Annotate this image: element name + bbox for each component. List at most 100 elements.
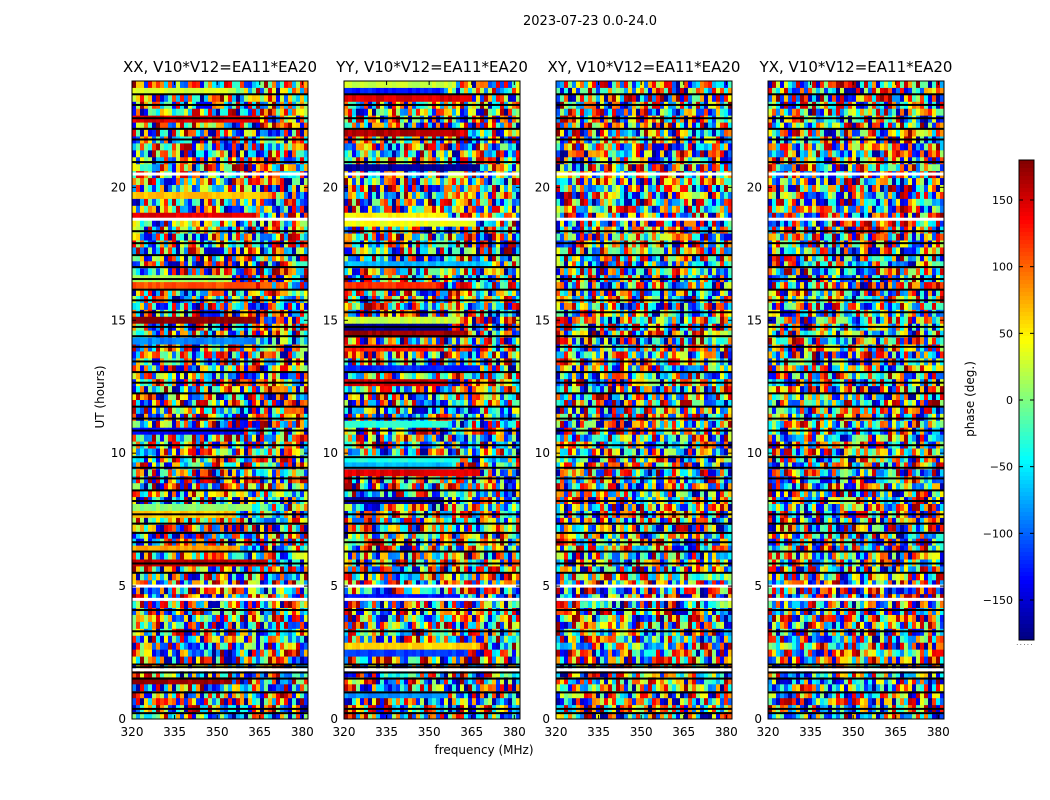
panel-title-xy: XY, V10*V12=EA11*EA20 <box>547 58 741 76</box>
colorbar-segment <box>1019 548 1034 553</box>
colorbar-segment <box>1019 316 1034 321</box>
colorbar-segment <box>1019 300 1034 305</box>
colorbar-segment <box>1019 420 1034 425</box>
panels-group: 320 335 350 365 380 0 5 10 15 20 320 335 350 365 380 0 5… <box>111 80 950 739</box>
panel-title-xx: XX, V10*V12=EA11*EA20 <box>122 58 317 76</box>
colorbar-segment <box>1019 428 1034 433</box>
colorbar-segment <box>1019 400 1034 405</box>
y-tick-label: 5 <box>118 579 126 593</box>
colorbar-segment <box>1019 328 1034 333</box>
colorbar-segment <box>1019 216 1034 221</box>
colorbar-segment <box>1019 444 1034 449</box>
colorbar-tick-label: 150 <box>992 194 1013 207</box>
panel-title-yx: YX, V10*V12=EA11*EA20 <box>759 58 953 76</box>
y-tick-label: 20 <box>323 180 338 194</box>
colorbar-segment <box>1019 332 1034 337</box>
colorbar-segment <box>1019 392 1034 397</box>
colorbar-segment <box>1019 416 1034 421</box>
colorbar-segment <box>1019 240 1034 245</box>
colorbar-segment <box>1019 324 1034 329</box>
panel-title-yy: YY, V10*V12=EA11*EA20 <box>336 58 528 76</box>
colorbar-segment <box>1019 508 1034 513</box>
y-tick-label: 15 <box>111 313 126 327</box>
y-tick-label: 10 <box>323 446 338 460</box>
colorbar-segment <box>1019 560 1034 565</box>
y-axis-label: UT (hours) <box>93 365 107 429</box>
colorbar-segment <box>1019 512 1034 517</box>
colorbar-segment <box>1019 256 1034 261</box>
colorbar-segment <box>1019 252 1034 257</box>
colorbar-segment <box>1019 244 1034 249</box>
colorbar-segment <box>1019 556 1034 561</box>
colorbar-segment <box>1019 628 1034 633</box>
colorbar-segment <box>1019 440 1034 445</box>
colorbar-segment <box>1019 452 1034 457</box>
colorbar-label: phase (deg.) <box>963 361 977 437</box>
colorbar-segment <box>1019 248 1034 253</box>
colorbar-segment <box>1019 492 1034 497</box>
colorbar-segment <box>1019 224 1034 229</box>
y-tick-label: 5 <box>754 579 762 593</box>
colorbar-segment <box>1019 368 1034 373</box>
colorbar-segment <box>1019 340 1034 345</box>
colorbar-segment <box>1019 360 1034 365</box>
x-tick-label: 335 <box>375 725 398 739</box>
panel-yx: 320 335 350 365 380 0 5 10 15 20 <box>747 80 950 739</box>
colorbar-segment <box>1019 292 1034 297</box>
colorbar-segment <box>1019 204 1034 209</box>
colorbar-segment <box>1019 356 1034 361</box>
colorbar-segment <box>1019 468 1034 473</box>
plot-frame <box>767 80 945 720</box>
colorbar-segment <box>1019 384 1034 389</box>
colorbar-segment <box>1019 188 1034 193</box>
colorbar-segment <box>1019 312 1034 317</box>
colorbar-segment <box>1019 380 1034 385</box>
y-tick-label: 0 <box>118 712 126 726</box>
colorbar-segment <box>1019 532 1034 537</box>
colorbar-segment <box>1019 580 1034 585</box>
colorbar-segment <box>1019 608 1034 613</box>
colorbar-segment <box>1019 460 1034 465</box>
colorbar-segment <box>1019 596 1034 601</box>
colorbar-segment <box>1019 272 1034 277</box>
x-tick-label: 365 <box>672 725 695 739</box>
colorbar-segment <box>1019 576 1034 581</box>
colorbar-segment <box>1019 348 1034 353</box>
colorbar-segment <box>1019 320 1034 325</box>
colorbar-segment <box>1019 336 1034 341</box>
x-tick-label: 350 <box>418 725 441 739</box>
x-tick-label: 380 <box>291 725 314 739</box>
y-tick-label: 20 <box>111 180 126 194</box>
colorbar-segment <box>1019 584 1034 589</box>
y-tick-label: 20 <box>535 180 550 194</box>
colorbar-segment <box>1019 236 1034 241</box>
colorbar-segment <box>1019 276 1034 281</box>
phase-heatmap <box>768 81 944 719</box>
x-tick-label: 365 <box>248 725 271 739</box>
panel-yy: 320 335 350 365 380 0 5 10 15 20 <box>323 80 526 739</box>
suptitle: 2023-07-23 0.0-24.0 <box>523 14 657 29</box>
colorbar-segment <box>1019 172 1034 177</box>
colorbar-tick-label: 100 <box>992 261 1013 274</box>
colorbar-segment <box>1019 636 1034 641</box>
colorbar-tick-label: 50 <box>999 327 1013 340</box>
x-tick-label: 335 <box>587 725 610 739</box>
y-tick-label: 15 <box>747 313 762 327</box>
y-tick-label: 15 <box>535 313 550 327</box>
x-tick-label: 320 <box>333 725 356 739</box>
y-tick-label: 5 <box>542 579 550 593</box>
x-tick-label: 380 <box>503 725 526 739</box>
colorbar-segment <box>1019 620 1034 625</box>
colorbar-segment <box>1019 564 1034 569</box>
colorbar-segment <box>1019 488 1034 493</box>
y-tick-label: 15 <box>323 313 338 327</box>
colorbar-segment <box>1019 520 1034 525</box>
colorbar-segment <box>1019 372 1034 377</box>
colorbar-footer: ..... <box>1016 638 1034 647</box>
y-tick-label: 0 <box>754 712 762 726</box>
x-tick-label: 350 <box>630 725 653 739</box>
colorbar-segment <box>1019 612 1034 617</box>
phase-heatmap <box>132 81 308 719</box>
colorbar-segment <box>1019 540 1034 545</box>
x-tick-label: 320 <box>121 725 144 739</box>
